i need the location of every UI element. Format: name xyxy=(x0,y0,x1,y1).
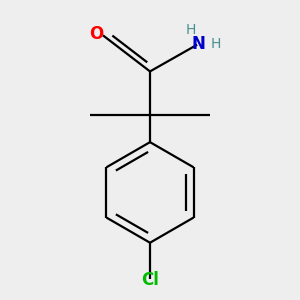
Text: Cl: Cl xyxy=(141,272,159,290)
Text: H: H xyxy=(211,37,221,51)
Text: N: N xyxy=(192,35,206,53)
Text: O: O xyxy=(89,26,104,44)
Text: H: H xyxy=(186,23,196,37)
